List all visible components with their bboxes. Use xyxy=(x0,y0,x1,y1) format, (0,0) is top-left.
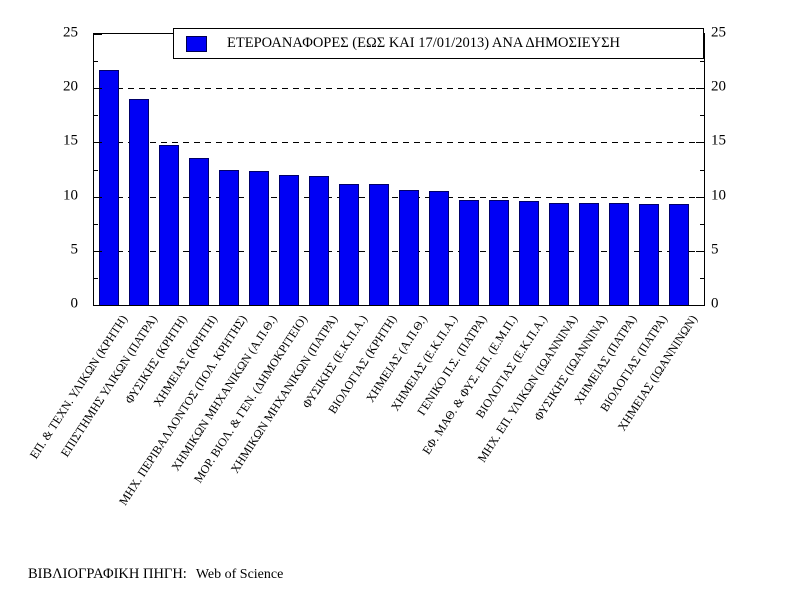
bar xyxy=(369,183,389,305)
bar xyxy=(309,176,329,305)
y-tick-label: 10 xyxy=(63,187,78,204)
bar xyxy=(489,199,509,305)
bar xyxy=(519,200,539,305)
y-minor-tick xyxy=(700,115,704,117)
y-major-tick xyxy=(94,88,102,90)
bar xyxy=(219,169,239,305)
y-major-tick xyxy=(696,88,704,90)
bar xyxy=(579,203,599,305)
y-tick-label: 0 xyxy=(711,295,719,312)
y-tick-label: 25 xyxy=(711,24,726,41)
y-major-tick xyxy=(94,196,102,198)
bar xyxy=(429,191,449,305)
bar xyxy=(669,204,689,305)
y-major-tick xyxy=(94,250,102,252)
y-major-tick xyxy=(696,142,704,144)
y-minor-tick xyxy=(700,277,704,279)
bar xyxy=(279,174,299,305)
bar xyxy=(159,144,179,305)
y-tick-label: 10 xyxy=(711,187,726,204)
y-tick-label: 5 xyxy=(70,241,79,258)
y-major-tick xyxy=(696,305,704,306)
plot-area xyxy=(93,33,705,306)
bar xyxy=(549,203,569,305)
y-minor-tick xyxy=(700,61,704,63)
y-major-tick xyxy=(94,305,102,306)
bar xyxy=(459,199,479,305)
y-minor-tick xyxy=(700,223,704,225)
y-minor-tick xyxy=(700,169,704,171)
gridline xyxy=(95,142,703,144)
bar xyxy=(639,204,659,305)
bar xyxy=(249,170,269,305)
source-caption-value: Web of Science xyxy=(195,567,284,582)
legend-label: ΕΤΕΡΟΑΝΑΦΟΡΕΣ (ΕΩΣ ΚΑΙ 17/01/2013) ΑΝΑ Δ… xyxy=(227,35,621,51)
bar xyxy=(99,69,119,305)
y-major-tick xyxy=(696,250,704,252)
legend-box: ΕΤΕΡΟΑΝΑΦΟΡΕΣ (ΕΩΣ ΚΑΙ 17/01/2013) ΑΝΑ Δ… xyxy=(173,28,704,59)
y-minor-tick xyxy=(94,223,98,225)
y-tick-label: 15 xyxy=(711,132,726,149)
bar xyxy=(189,157,209,305)
bar xyxy=(129,99,149,305)
y-tick-label: 0 xyxy=(70,295,79,312)
y-minor-tick xyxy=(94,277,98,279)
y-minor-tick xyxy=(94,169,98,171)
bar xyxy=(339,183,359,305)
y-major-tick xyxy=(94,142,102,144)
source-caption-label: ΒΙΒΛΙΟΓΡΑΦΙΚΗ ΠΗΓΗ: xyxy=(28,566,187,582)
y-tick-label: 15 xyxy=(63,132,78,149)
y-tick-label: 5 xyxy=(711,241,719,258)
y-tick-label: 20 xyxy=(63,78,78,95)
y-tick-label: 25 xyxy=(63,24,78,41)
source-caption: ΒΙΒΛΙΟΓΡΑΦΙΚΗ ΠΗΓΗ: Web of Science xyxy=(28,566,283,583)
y-tick-label: 20 xyxy=(711,78,726,95)
y-minor-tick xyxy=(94,115,98,117)
legend-color-swatch-icon xyxy=(186,35,207,52)
y-major-tick xyxy=(696,196,704,198)
y-major-tick xyxy=(94,34,102,35)
bar xyxy=(399,190,419,305)
gridline xyxy=(95,88,703,90)
bar xyxy=(609,203,629,305)
y-minor-tick xyxy=(94,61,98,63)
